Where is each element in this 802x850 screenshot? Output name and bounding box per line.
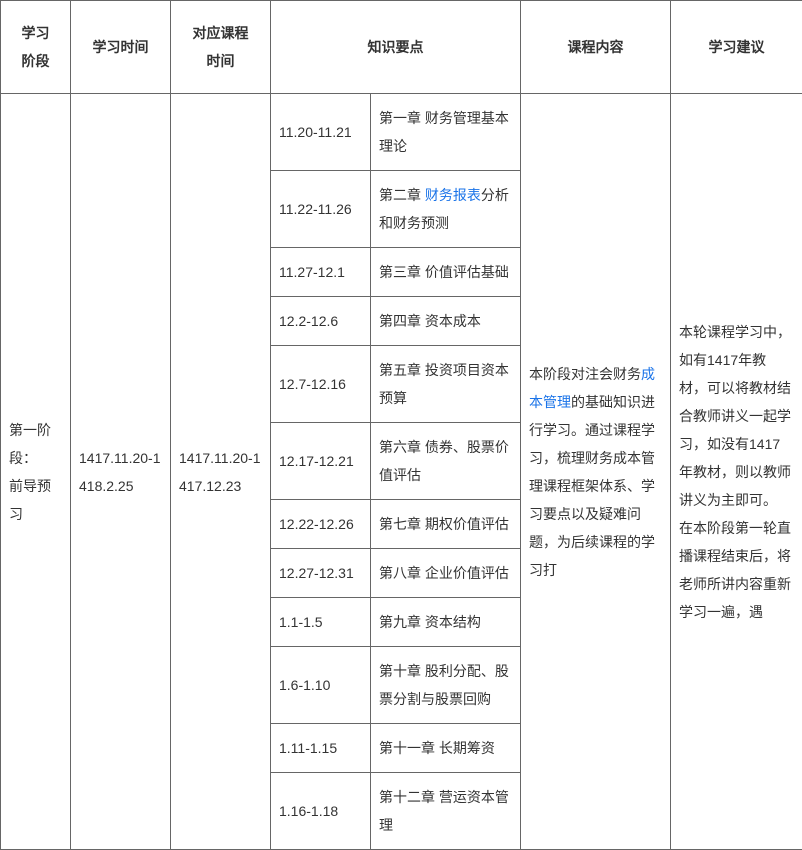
kp-topic: 第十一章 长期筹资: [371, 724, 521, 773]
kp-topic-text: 第十一章 长期筹资: [379, 740, 495, 756]
kp-topic-text: 第十二章 营运资本管理: [379, 789, 509, 833]
kp-topic: 第七章 期权价值评估: [371, 500, 521, 549]
kp-topic-text: 第十章 股利分配、股票分割与股票回购: [379, 663, 509, 707]
kp-topic-link[interactable]: 财务报表: [425, 187, 481, 203]
course-time-cell: 1417.11.20-1417.12.23: [171, 94, 271, 850]
kp-range: 1.1-1.5: [271, 598, 371, 647]
stage-cell: 第一阶段：前导预习: [1, 94, 71, 850]
kp-range: 12.27-12.31: [271, 549, 371, 598]
header-row: 学习阶段 学习时间 对应课程时间 知识要点 课程内容 学习建议: [1, 1, 802, 94]
kp-range: 1.6-1.10: [271, 647, 371, 724]
content-text: 本阶段对注会财务: [529, 366, 641, 382]
kp-topic-text: 第二章: [379, 187, 425, 203]
col-time-header: 学习时间: [71, 1, 171, 94]
kp-range: 12.17-12.21: [271, 423, 371, 500]
kp-topic: 第十章 股利分配、股票分割与股票回购: [371, 647, 521, 724]
kp-topic-text: 第六章 债券、股票价值评估: [379, 439, 509, 483]
kp-topic: 第四章 资本成本: [371, 297, 521, 346]
kp-range: 12.7-12.16: [271, 346, 371, 423]
kp-topic: 第六章 债券、股票价值评估: [371, 423, 521, 500]
kp-topic: 第十二章 营运资本管理: [371, 773, 521, 850]
kp-range: 11.22-11.26: [271, 171, 371, 248]
study-plan-table: 学习阶段 学习时间 对应课程时间 知识要点 课程内容 学习建议 第一阶段：前导预…: [0, 0, 802, 850]
kp-topic-text: 第九章 资本结构: [379, 614, 481, 630]
col-course-header: 对应课程时间: [171, 1, 271, 94]
col-stage-header: 学习阶段: [1, 1, 71, 94]
kp-topic-text: 第八章 企业价值评估: [379, 565, 509, 581]
col-advice-header: 学习建议: [671, 1, 802, 94]
kp-topic-text: 第四章 资本成本: [379, 313, 481, 329]
study-time-cell: 1417.11.20-1418.2.25: [71, 94, 171, 850]
advice-cell: 本轮课程学习中，如有1417年教材，可以将教材结合教师讲义一起学习，如没有141…: [671, 94, 802, 850]
kp-topic-text: 第七章 期权价值评估: [379, 516, 509, 532]
kp-topic: 第八章 企业价值评估: [371, 549, 521, 598]
kp-topic-text: 第三章 价值评估基础: [379, 264, 509, 280]
kp-topic: 第五章 投资项目资本预算: [371, 346, 521, 423]
content-text: 的基础知识进行学习。通过课程学习，梳理财务成本管理课程框架体系、学习要点以及疑难…: [529, 394, 655, 578]
kp-range: 1.16-1.18: [271, 773, 371, 850]
table-row: 第一阶段：前导预习1417.11.20-1418.2.251417.11.20-…: [1, 94, 802, 171]
kp-topic: 第一章 财务管理基本理论: [371, 94, 521, 171]
course-content-cell: 本阶段对注会财务成本管理的基础知识进行学习。通过课程学习，梳理财务成本管理课程框…: [521, 94, 671, 850]
kp-topic: 第九章 资本结构: [371, 598, 521, 647]
kp-range: 11.27-12.1: [271, 248, 371, 297]
kp-range: 1.11-1.15: [271, 724, 371, 773]
kp-topic-text: 第五章 投资项目资本预算: [379, 362, 509, 406]
kp-range: 11.20-11.21: [271, 94, 371, 171]
kp-range: 12.22-12.26: [271, 500, 371, 549]
kp-topic: 第三章 价值评估基础: [371, 248, 521, 297]
kp-topic-text: 第一章 财务管理基本理论: [379, 110, 509, 154]
kp-topic: 第二章 财务报表分析和财务预测: [371, 171, 521, 248]
col-content-header: 课程内容: [521, 1, 671, 94]
stage-label: 第一阶段：前导预习: [9, 422, 51, 522]
col-kp-header: 知识要点: [271, 1, 521, 94]
kp-range: 12.2-12.6: [271, 297, 371, 346]
